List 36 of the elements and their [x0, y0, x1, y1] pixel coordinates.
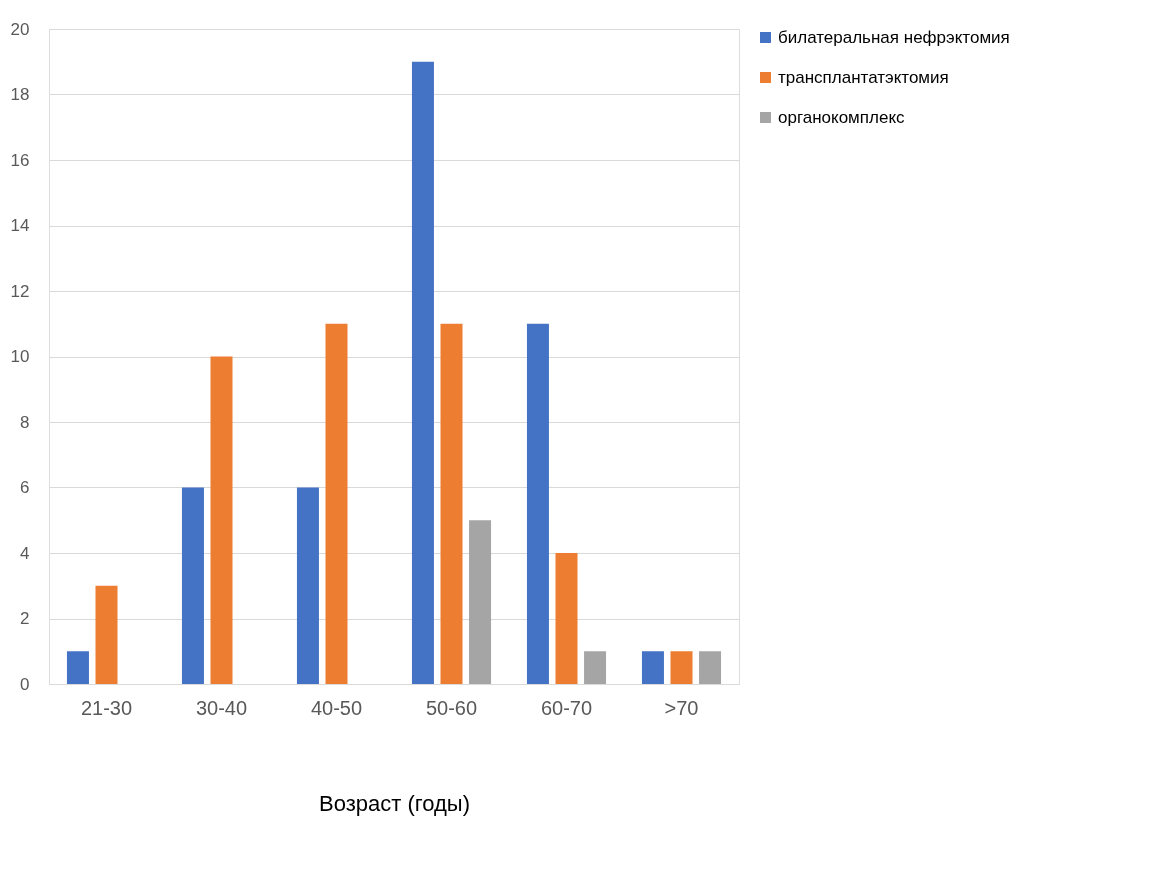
y-tick-label: 6 [20, 478, 30, 497]
x-tick-label: 60-70 [540, 696, 593, 719]
bar [210, 356, 233, 684]
x-tick-label: 30-40 [195, 696, 248, 719]
legend-label: билатеральная нефрэктомия [778, 27, 1010, 47]
y-tick-label: 12 [10, 281, 30, 301]
bar [699, 651, 722, 684]
y-tick-label: 20 [10, 19, 30, 39]
y-tick-label: 0 [20, 674, 30, 694]
bar [526, 323, 549, 684]
x-tick-label: 21-30 [80, 696, 133, 719]
y-tick-label: 18 [10, 85, 30, 104]
bar [670, 651, 693, 684]
y-tick-label: 2 [20, 609, 30, 628]
y-tick-label: 16 [10, 150, 30, 170]
bar [325, 323, 348, 684]
x-tick-label: 50-60 [425, 696, 478, 719]
bar [555, 553, 578, 684]
bar [440, 323, 463, 684]
bar [584, 651, 607, 684]
y-tick-label: 10 [10, 347, 30, 366]
x-tick-label: 40-50 [310, 696, 363, 719]
bar [95, 585, 118, 684]
bar [181, 487, 204, 684]
y-tick-label: 14 [10, 216, 30, 235]
bar [66, 651, 89, 684]
legend-label: трансплантатэктомия [778, 67, 949, 87]
x-axis-title: Возраст (годы) [318, 790, 471, 816]
bar [411, 61, 434, 684]
y-tick-label: 4 [20, 543, 30, 563]
y-tick-label: 8 [20, 412, 30, 432]
x-tick-label: >70 [664, 696, 699, 719]
legend-label: органокомплекс [778, 107, 906, 127]
bar [641, 651, 664, 684]
bar [296, 487, 319, 684]
bar [469, 520, 492, 684]
